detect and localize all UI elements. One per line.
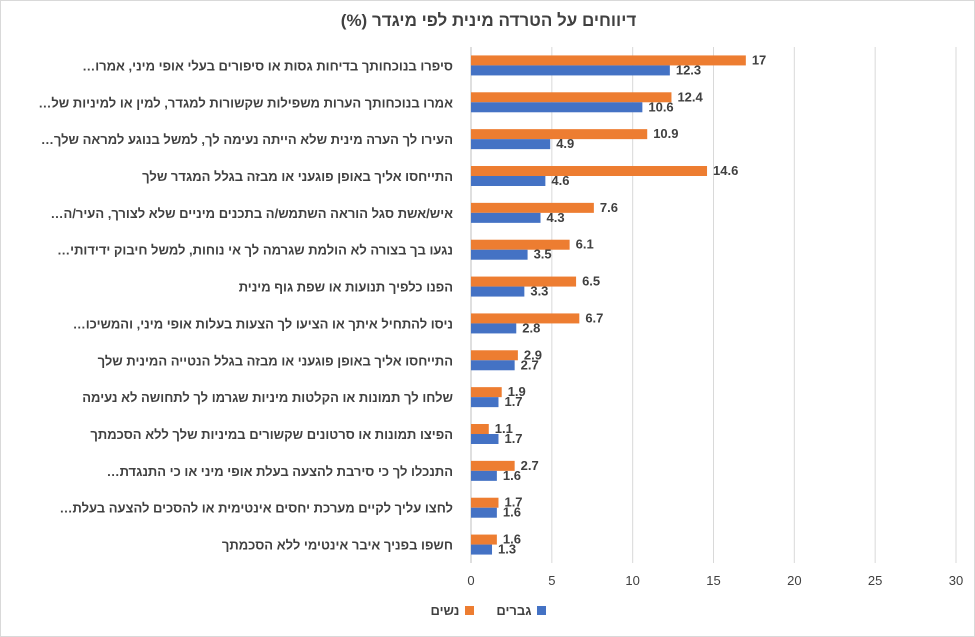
chart-title: דיווחים על הטרדה מינית לפי מיגדר (%) — [340, 11, 637, 30]
data-label-men: 3.3 — [530, 284, 548, 299]
data-label-men: 1.7 — [504, 431, 522, 446]
bar-women — [471, 129, 648, 140]
grid-layer — [470, 47, 957, 563]
bar-women — [471, 313, 580, 324]
category-label: העירו לך הערה מינית שלא הייתה נעימה לך, … — [41, 132, 453, 147]
category-label: התייחסו אליך באופן פוגעני או מבזה בגלל ה… — [142, 169, 453, 184]
x-tick-label: 10 — [625, 573, 639, 588]
x-tick-label: 0 — [467, 573, 474, 588]
data-label-women: 6.1 — [576, 237, 594, 252]
bar-women — [471, 55, 746, 66]
bar-women — [471, 460, 515, 471]
data-label-men: 1.6 — [503, 468, 521, 483]
legend-swatch-men — [537, 606, 547, 615]
data-label-men: 1.7 — [504, 394, 522, 409]
categories-layer: סיפרו בנוכחותך בדיחות גסות או סיפורים בע… — [38, 58, 453, 552]
x-tick-label: 30 — [949, 573, 963, 588]
category-label: לחצו עליך לקיים מערכת יחסים אינטימית או … — [60, 501, 454, 516]
bar-men — [471, 139, 551, 150]
data-label-men: 4.3 — [547, 210, 565, 225]
category-label: חשפו בפניך איבר אינטימי ללא הסכמתך — [222, 538, 453, 553]
data-label-women: 17 — [752, 52, 766, 67]
data-label-women: 2.7 — [521, 458, 539, 473]
bar-men — [471, 397, 499, 408]
x-tick-label: 20 — [787, 573, 801, 588]
category-label: איש/אשת סגל הוראה השתמש/ה בתכנים מיניים … — [50, 206, 453, 221]
bar-men — [471, 507, 497, 518]
data-label-women: 1.1 — [495, 421, 513, 436]
bar-men — [471, 102, 643, 113]
data-label-men: 4.6 — [551, 173, 569, 188]
x-tick-label: 5 — [548, 573, 555, 588]
data-label-women: 1.9 — [508, 384, 526, 399]
category-label: אמרו בנוכחותך הערות משפילות שקשורות למגד… — [38, 95, 453, 110]
bar-women — [471, 350, 518, 361]
category-label: הפיצו תמונות או סרטונים שקשורים במיניות … — [90, 427, 453, 442]
bar-women — [471, 534, 497, 545]
legend-label-men: גברים — [496, 603, 532, 618]
bar-men — [471, 212, 541, 223]
x-tick-label: 15 — [706, 573, 720, 588]
bar-women — [471, 276, 577, 287]
ticks-layer: 0 5 10 15 20 25 30 — [467, 573, 963, 588]
bar-women — [471, 92, 672, 103]
data-label-men: 2.8 — [522, 320, 540, 335]
category-label: התנכלו לך כי סירבת להצעה בעלת אופי מיני … — [107, 464, 453, 479]
data-label-women: 14.6 — [713, 163, 738, 178]
data-label-women: 1.6 — [503, 532, 521, 547]
data-label-women: 12.4 — [677, 89, 703, 104]
bar-men — [471, 249, 528, 260]
bar-women — [471, 424, 489, 434]
category-label: ניסו להתחיל איתך או הציעו לך הצעות בעלות… — [73, 316, 453, 331]
x-tick-label: 25 — [868, 573, 882, 588]
legend: נשים גברים — [1, 603, 975, 618]
category-label: התייחסו אליך באופן פוגעני או מבזה בגלל ה… — [98, 353, 453, 368]
data-label-men: 10.6 — [648, 99, 673, 114]
category-label: הפנו כלפיך תנועות או שפת גוף מינית — [239, 280, 453, 295]
bar-men — [471, 434, 499, 444]
data-label-women: 6.5 — [582, 274, 600, 289]
bar-men — [471, 470, 497, 481]
bar-women — [471, 166, 708, 176]
data-label-men: 2.7 — [521, 357, 539, 372]
labels-layer: 17 12.3 12.4 10.6 10.9 4.9 14.6 4.6 7.6 4.3 6.1 3.5… — [495, 52, 767, 556]
bar-men — [471, 323, 517, 334]
bar-women — [471, 239, 570, 250]
data-label-women: 6.7 — [585, 310, 603, 325]
legend-item-women: נשים — [431, 603, 475, 618]
data-label-women: 1.7 — [504, 495, 522, 510]
bar-women — [471, 202, 594, 213]
data-label-men: 4.9 — [556, 136, 574, 151]
legend-item-men: גברים — [496, 603, 547, 618]
bar-men — [471, 176, 546, 186]
bar-men — [471, 286, 525, 297]
data-label-men: 1.3 — [498, 542, 516, 557]
data-label-women: 2.9 — [524, 347, 542, 362]
bar-men — [471, 65, 670, 76]
data-label-men: 12.3 — [676, 62, 701, 77]
category-label: נגעו בך בצורה לא הולמת שגרמה לך אי נוחות… — [57, 243, 453, 258]
bars-layer — [471, 55, 746, 555]
legend-label-women: נשים — [430, 603, 460, 618]
data-label-women: 7.6 — [600, 200, 618, 215]
data-label-men: 1.6 — [503, 505, 521, 520]
chart-plot: 17 12.3 12.4 10.6 10.9 4.9 14.6 4.6 7.6 4.3 6.1 3.5… — [38, 47, 963, 588]
category-label: סיפרו בנוכחותך בדיחות גסות או סיפורים בע… — [82, 58, 453, 73]
category-label: שלחו לך תמונות או הקלטות מיניות שגרמו לך… — [82, 390, 453, 405]
bar-women — [471, 497, 499, 508]
bar-men — [471, 360, 515, 371]
bar-men — [471, 544, 493, 555]
legend-swatch-women — [465, 606, 475, 615]
data-label-men: 3.5 — [534, 247, 552, 262]
data-label-women: 10.9 — [653, 126, 678, 141]
bar-women — [471, 387, 502, 398]
